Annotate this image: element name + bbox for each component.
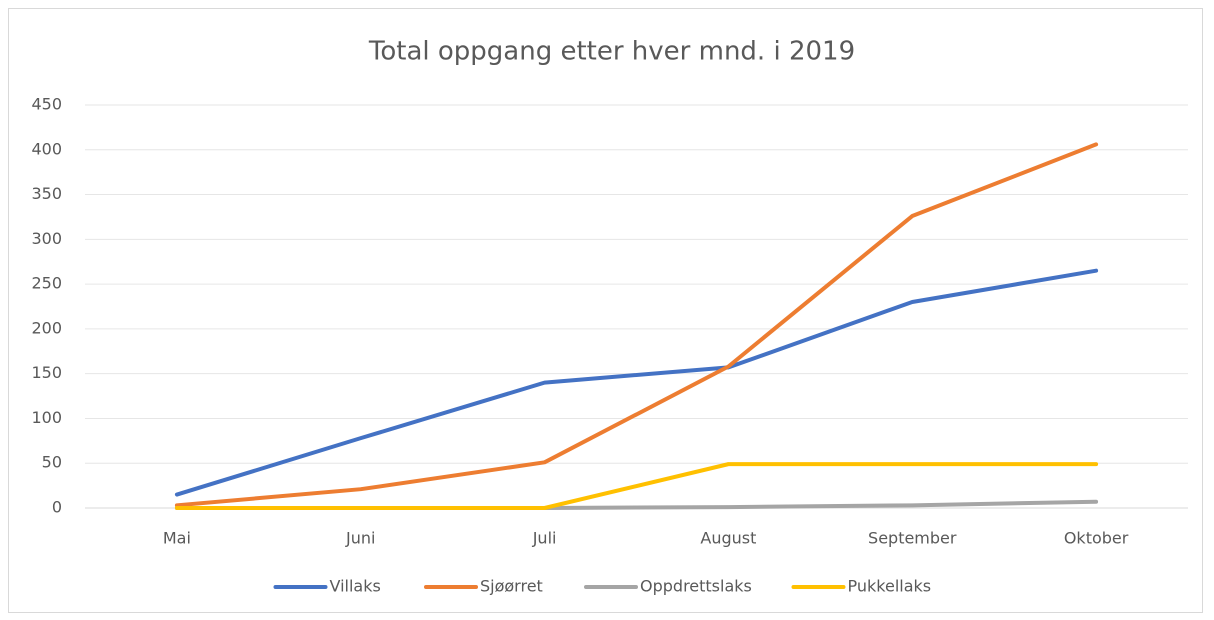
data-line xyxy=(174,142,1099,508)
chart-title: Total oppgang etter hver mnd. i 2019 xyxy=(368,37,855,67)
legend-label: Sjøørret xyxy=(480,577,543,596)
y-tick-label: 350 xyxy=(31,184,62,203)
chart-border xyxy=(8,8,1203,613)
data-line xyxy=(174,268,1099,497)
y-tick-label: 250 xyxy=(31,274,62,293)
y-tick-label: 50 xyxy=(42,453,62,472)
data-line xyxy=(174,462,1099,510)
x-tick-label: September xyxy=(868,529,957,548)
y-tick-label: 150 xyxy=(31,363,62,382)
y-tick-label: 100 xyxy=(31,408,62,427)
x-tick-label: August xyxy=(700,529,756,548)
x-tick-label: Juli xyxy=(532,529,557,548)
x-tick-label: Mai xyxy=(163,529,191,548)
y-tick-label: 0 xyxy=(52,498,62,517)
legend-label: Villaks xyxy=(330,577,381,596)
y-tick-label: 200 xyxy=(31,318,62,337)
legend-label: Oppdrettslaks xyxy=(640,577,752,596)
x-tick-label: Juni xyxy=(345,529,375,548)
x-tick-label: Oktober xyxy=(1064,529,1129,548)
y-tick-label: 300 xyxy=(31,229,62,248)
y-tick-label: 450 xyxy=(31,95,62,114)
y-tick-label: 400 xyxy=(31,139,62,158)
legend-label: Pukkellaks xyxy=(848,577,932,596)
